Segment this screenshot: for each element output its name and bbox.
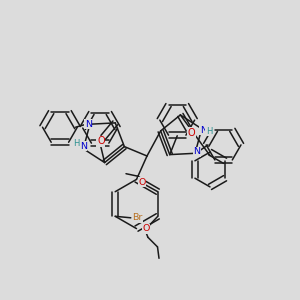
Text: O: O xyxy=(142,224,149,233)
Text: N: N xyxy=(200,126,207,135)
Text: O: O xyxy=(97,136,105,146)
Text: N: N xyxy=(193,147,200,156)
Text: H: H xyxy=(206,127,212,136)
Text: O: O xyxy=(188,128,196,138)
Text: O: O xyxy=(138,178,146,187)
Text: N: N xyxy=(85,120,92,129)
Text: Br: Br xyxy=(133,213,143,222)
Text: H: H xyxy=(74,139,80,148)
Text: N: N xyxy=(80,142,87,151)
